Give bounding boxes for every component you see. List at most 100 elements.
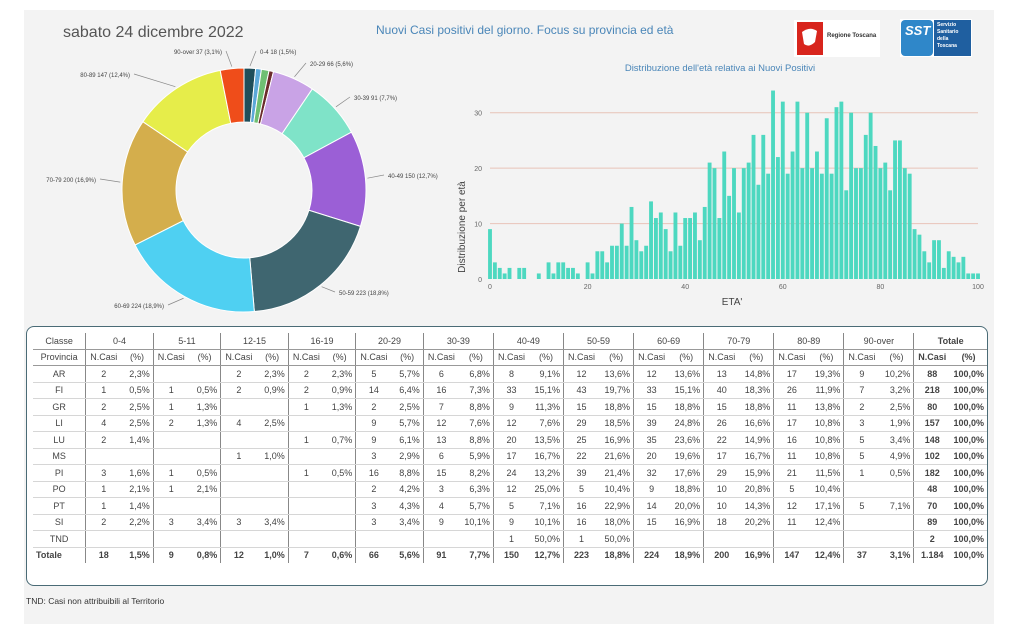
histogram-bar <box>854 168 858 279</box>
histogram-bar <box>619 223 624 279</box>
table-cell: 33 <box>633 382 670 399</box>
table-cell: 19,3% <box>809 365 844 383</box>
table-cell: 0,9% <box>323 382 356 399</box>
table-cell: 2,3% <box>256 365 289 383</box>
table-cell: 18,8% <box>599 398 634 416</box>
table-row: PT 1 1,4% 3 4,3% 4 5,7% 5 7,1% 16 22,9% 14 20,0% 10 14… <box>33 497 987 515</box>
table-cell: 218 <box>913 382 951 399</box>
table-cell: 12 <box>422 415 459 432</box>
histogram-bar <box>858 168 863 279</box>
table-cell: 5 <box>562 481 600 498</box>
table-cell: 13,5% <box>529 431 564 449</box>
table-cell <box>256 530 289 548</box>
table-cell: 14 <box>633 497 670 515</box>
table-cell: 8,8% <box>458 431 494 449</box>
table-cases-header: N.Casi <box>287 349 324 366</box>
table-cell: 17 <box>773 415 810 432</box>
sst-logo: SST Servizio Sanitario della Toscana <box>900 19 972 57</box>
table-cell: 15,9% <box>739 464 774 482</box>
table-cell: 8,8% <box>458 398 494 416</box>
table-cell: 100,0% <box>950 448 987 465</box>
table-cell: 12 <box>492 415 530 432</box>
table-cell <box>287 530 324 548</box>
table-cell: 3 <box>843 415 880 432</box>
table-cell: 25 <box>562 431 600 449</box>
table-cell <box>287 415 324 432</box>
table-cell: 12 <box>633 365 670 383</box>
table-cell: 14,3% <box>739 497 774 515</box>
histogram-x-axis-label: ETA' <box>722 297 743 308</box>
table-cell: 223 <box>562 546 600 563</box>
table-cell: 200 <box>703 546 740 563</box>
histogram-bar <box>810 168 815 279</box>
donut-slice-label: 30-39 91 (7,7%) <box>354 96 397 102</box>
table-cell: 12 <box>492 481 530 498</box>
histogram-bar <box>649 201 653 279</box>
table-cell: 2 <box>287 365 324 383</box>
table-cell: 2 <box>843 398 880 416</box>
table-cell: 5,9% <box>458 448 494 465</box>
table-cell <box>879 514 914 531</box>
table-row: PI 3 1,6% 1 0,5% 1 0,5% 16 8,8% 15 8,2% 24 13,2% 39 21… <box>33 464 987 482</box>
donut-leader-line <box>99 178 121 183</box>
table-cell: 1,0% <box>256 448 289 465</box>
histogram-bar <box>878 168 883 279</box>
table-cell: 1,3% <box>188 415 221 432</box>
table-age-group-header: 50-59 <box>562 333 634 350</box>
table-cell: 2 <box>355 481 392 498</box>
table-cell <box>188 448 221 465</box>
histogram-bar <box>966 273 971 279</box>
table-cell <box>152 497 189 515</box>
histogram-bar <box>732 168 736 279</box>
histogram-bar <box>693 212 697 279</box>
table-cell: 2,5% <box>879 398 914 416</box>
histogram-bar <box>488 229 492 279</box>
table-cell: 17,6% <box>669 464 704 482</box>
table-cell: 3,4% <box>879 431 914 449</box>
histogram-bar <box>800 168 805 279</box>
table-cell: 10,1% <box>529 514 564 531</box>
histogram-bar <box>595 251 600 279</box>
histogram-bar <box>956 262 961 279</box>
table-cell: 0,5% <box>323 464 356 482</box>
histogram-bar <box>600 251 605 279</box>
table-cell <box>287 448 324 465</box>
histogram-bar <box>829 173 834 279</box>
table-cell-province: SI <box>33 514 86 531</box>
table-cell: 7,6% <box>458 415 494 432</box>
table-cell <box>843 481 880 498</box>
table-cell: 14,8% <box>739 365 774 383</box>
histogram-bar <box>834 107 839 279</box>
table-cell: 16 <box>562 514 600 531</box>
histogram-bar <box>634 240 639 279</box>
table-percent-header: (%) <box>121 349 154 366</box>
histogram-x-tick-label: 100 <box>972 284 984 291</box>
table-cell: 100,0% <box>950 530 987 548</box>
table-cell: 7,1% <box>529 497 564 515</box>
table-cell: 21,6% <box>599 448 634 465</box>
table-cell: 2,5% <box>121 398 154 416</box>
table-cell: 0,7% <box>323 431 356 449</box>
table-cell: 2,3% <box>121 365 154 383</box>
table-cell: 9 <box>492 398 530 416</box>
histogram-bar <box>736 212 741 279</box>
histogram-bar <box>712 168 717 279</box>
table-cell: 1,9% <box>879 415 914 432</box>
table-age-group-header: 30-39 <box>422 333 494 350</box>
histogram-bar <box>849 112 854 279</box>
table-cell-province: FI <box>33 382 86 399</box>
histogram-bar <box>868 112 873 279</box>
table-cell: 19,6% <box>669 448 704 465</box>
table-cell <box>323 497 356 515</box>
donut-leader-line <box>367 174 385 179</box>
table-cases-header: N.Casi <box>492 349 530 366</box>
histogram-bar <box>756 184 761 279</box>
donut-leader-line <box>335 96 351 108</box>
table-cell: 2 <box>220 382 257 399</box>
table-cell: 182 <box>913 464 951 482</box>
table-cell: 14 <box>355 382 392 399</box>
table-cell: 15,1% <box>669 382 704 399</box>
table-cell: 3,4% <box>188 514 221 531</box>
table-age-group-header: 16-19 <box>287 333 356 350</box>
histogram-bar <box>751 134 756 279</box>
